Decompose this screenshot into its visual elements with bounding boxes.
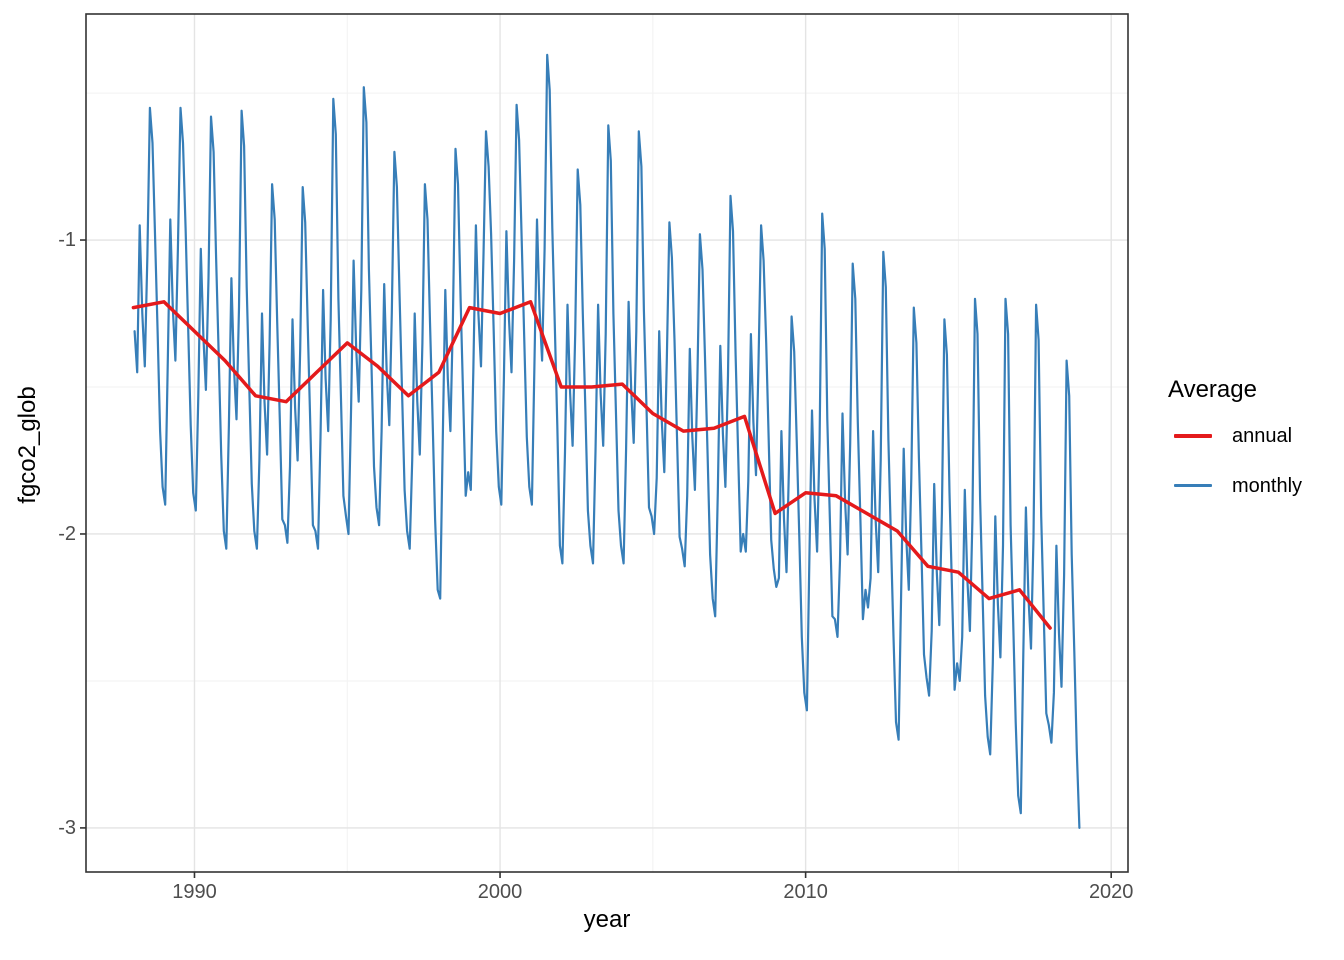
x-tick-label: 1990 [172, 881, 217, 903]
y-tick-label: -3 [58, 816, 76, 839]
legend-title: Average [1168, 376, 1257, 403]
annual-line [131, 300, 1052, 630]
x-axis-title: year [583, 906, 631, 933]
panel-border [85, 13, 1129, 873]
legend-item-annual: annual [1168, 422, 1302, 450]
y-tick-label: -1 [58, 229, 76, 252]
x-tick-label: 2000 [477, 881, 523, 903]
x-tick-label: 2020 [1088, 881, 1134, 903]
legend-item-monthly: monthly [1168, 472, 1302, 500]
monthly-line-key-icon [1174, 472, 1212, 500]
y-axis-title: fgco2_glob [14, 386, 41, 504]
y-tick-label: -2 [58, 522, 76, 545]
annual-line-key-icon [1174, 422, 1212, 450]
legend-label-monthly: monthly [1232, 474, 1303, 497]
legend-label-annual: annual [1232, 424, 1293, 447]
x-tick-label: 2010 [783, 881, 828, 903]
legend: Average annual monthly [1168, 376, 1302, 522]
monthly-line [133, 53, 1081, 830]
